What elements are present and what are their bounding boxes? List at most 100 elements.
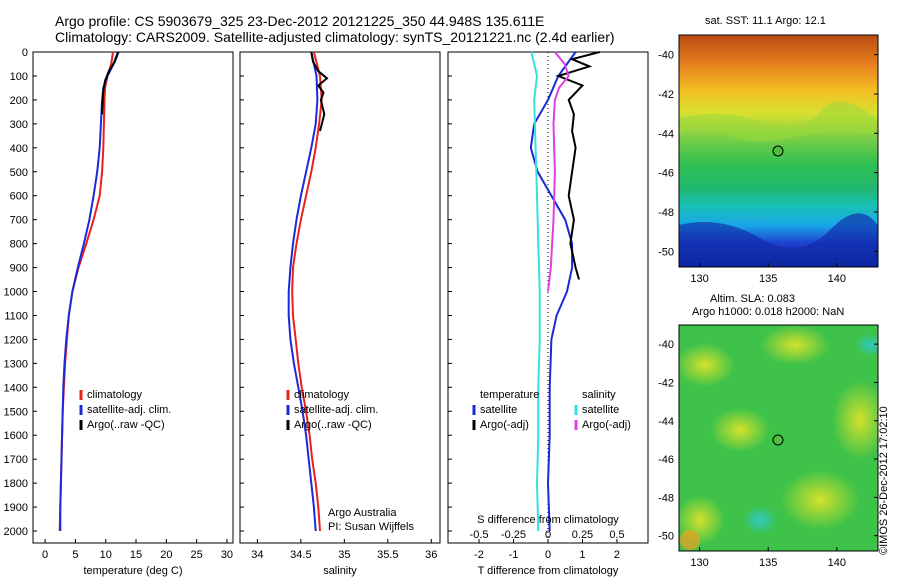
sst-y-tick-label: -50 <box>658 246 674 258</box>
x-tick-label: -2 <box>474 549 484 561</box>
top-tick-label: -0.5 <box>470 529 489 541</box>
sla-y-tick-label: -50 <box>658 531 674 543</box>
sla-x-tick-label: 135 <box>759 557 777 569</box>
y-tick-label: 1900 <box>4 502 28 514</box>
sst-x-tick-label: 130 <box>690 273 708 285</box>
climatology-title: Climatology: CARS2009. Satellite-adjuste… <box>55 29 615 45</box>
legend-label: Argo(..raw -QC) <box>294 419 372 431</box>
sst-float-marker <box>772 145 784 157</box>
y-tick-label: 600 <box>10 191 28 203</box>
legend-label: satellite-adj. clim. <box>87 404 171 416</box>
top-tick-label: 0 <box>545 529 551 541</box>
sla-title-line2: Argo h1000: 0.018 h2000: NaN <box>692 306 845 318</box>
sst-y-tick-label: -42 <box>658 89 674 101</box>
x-tick-label: 25 <box>191 549 203 561</box>
x-axis-label: temperature (deg C) <box>83 565 182 577</box>
y-tick-label: 1400 <box>4 382 28 394</box>
legend-label: satellite <box>582 404 619 416</box>
y-tick-label: 800 <box>10 239 28 251</box>
temperature-panel <box>32 51 234 544</box>
x-tick-label: 2 <box>614 549 620 561</box>
y-tick-label: 2000 <box>4 526 28 538</box>
salinity-panel-frame <box>239 51 441 544</box>
legend-label: Argo(-adj) <box>480 419 529 431</box>
x-axis-label: T difference from climatology <box>478 565 619 577</box>
x-tick-label: -1 <box>509 549 519 561</box>
y-tick-label: 500 <box>10 167 28 179</box>
profile-title: Argo profile: CS 5903679_325 23-Dec-2012… <box>55 13 545 29</box>
legend-label: climatology <box>294 389 350 401</box>
x-axis-label: salinity <box>323 565 357 577</box>
series-argo-raw-qc- <box>310 51 329 132</box>
sst-map <box>678 34 879 268</box>
top-tick-label: 0.25 <box>572 529 593 541</box>
y-tick-label: 1600 <box>4 430 28 442</box>
y-tick-label: 1100 <box>4 310 28 322</box>
top-tick-label: -0.25 <box>501 529 526 541</box>
sla-x-tick-label: 130 <box>690 557 708 569</box>
sst-x-tick-label: 135 <box>759 273 777 285</box>
y-tick-label: 1800 <box>4 478 28 490</box>
y-tick-label: 0 <box>22 47 28 59</box>
y-tick-label: 400 <box>10 143 28 155</box>
y-tick-label: 1300 <box>4 358 28 370</box>
x-tick-label: 5 <box>72 549 78 561</box>
x-tick-label: 35.5 <box>377 549 398 561</box>
series-temperature-argo-adj- <box>555 51 600 280</box>
y-tick-label: 1700 <box>4 454 28 466</box>
y-tick-label: 700 <box>10 215 28 227</box>
top-axis-label: S difference from climatology <box>477 514 619 526</box>
sla-y-tick-label: -46 <box>658 454 674 466</box>
series-satellite-adj-clim- <box>59 51 119 531</box>
x-tick-label: 30 <box>221 549 233 561</box>
sst-map-title: sat. SST: 11.1 Argo: 12.1 <box>705 15 826 27</box>
legend-label: climatology <box>87 389 143 401</box>
series-salinity-argo-adj- <box>547 51 570 292</box>
series-satellite-adj-clim- <box>287 51 319 532</box>
x-tick-label: 35 <box>338 549 350 561</box>
x-tick-label: 36 <box>425 549 437 561</box>
sst-x-tick-label: 140 <box>828 273 846 285</box>
sst-y-tick-label: -46 <box>658 168 674 180</box>
x-tick-label: 34 <box>251 549 263 561</box>
legend-heading: temperature <box>480 389 539 401</box>
temperature-panel-frame <box>32 51 234 544</box>
series-climatology <box>291 51 323 532</box>
legend-label: satellite-adj. clim. <box>294 404 378 416</box>
series-salinity-satellite <box>530 51 541 532</box>
series-climatology <box>58 51 114 532</box>
sla-x-tick-label: 140 <box>828 557 846 569</box>
x-tick-label: 34.5 <box>290 549 311 561</box>
sst-y-tick-label: -44 <box>658 128 674 140</box>
sla-y-tick-label: -44 <box>658 416 674 428</box>
y-tick-label: 1000 <box>4 287 28 299</box>
x-tick-label: 0 <box>545 549 551 561</box>
top-tick-label: 0.5 <box>609 529 624 541</box>
y-tick-label: 1500 <box>4 406 28 418</box>
series-temperature-satellite <box>529 51 577 532</box>
y-tick-label: 100 <box>10 71 28 83</box>
sla-map <box>678 324 879 552</box>
legend-label: Argo(-adj) <box>582 419 631 431</box>
series-argo-raw-qc- <box>101 51 120 115</box>
sla-y-tick-label: -40 <box>658 339 674 351</box>
sla-float-marker <box>772 434 784 446</box>
sla-title-line1: Altim. SLA: 0.083 <box>710 293 795 305</box>
y-tick-label: 300 <box>10 119 28 131</box>
x-tick-label: 1 <box>579 549 585 561</box>
x-tick-label: 20 <box>160 549 172 561</box>
salinity-panel <box>239 51 441 544</box>
legend-heading: salinity <box>582 389 616 401</box>
attribution-line2: PI: Susan Wijffels <box>328 521 414 533</box>
sst-y-tick-label: -40 <box>658 50 674 62</box>
difference-panel <box>447 51 649 544</box>
x-tick-label: 10 <box>100 549 112 561</box>
y-tick-label: 200 <box>10 95 28 107</box>
y-tick-label: 900 <box>10 263 28 275</box>
legend-label: Argo(..raw -QC) <box>87 419 165 431</box>
x-tick-label: 15 <box>130 549 142 561</box>
x-tick-label: 0 <box>42 549 48 561</box>
y-tick-label: 1200 <box>4 334 28 346</box>
sst-y-tick-label: -48 <box>658 207 674 219</box>
